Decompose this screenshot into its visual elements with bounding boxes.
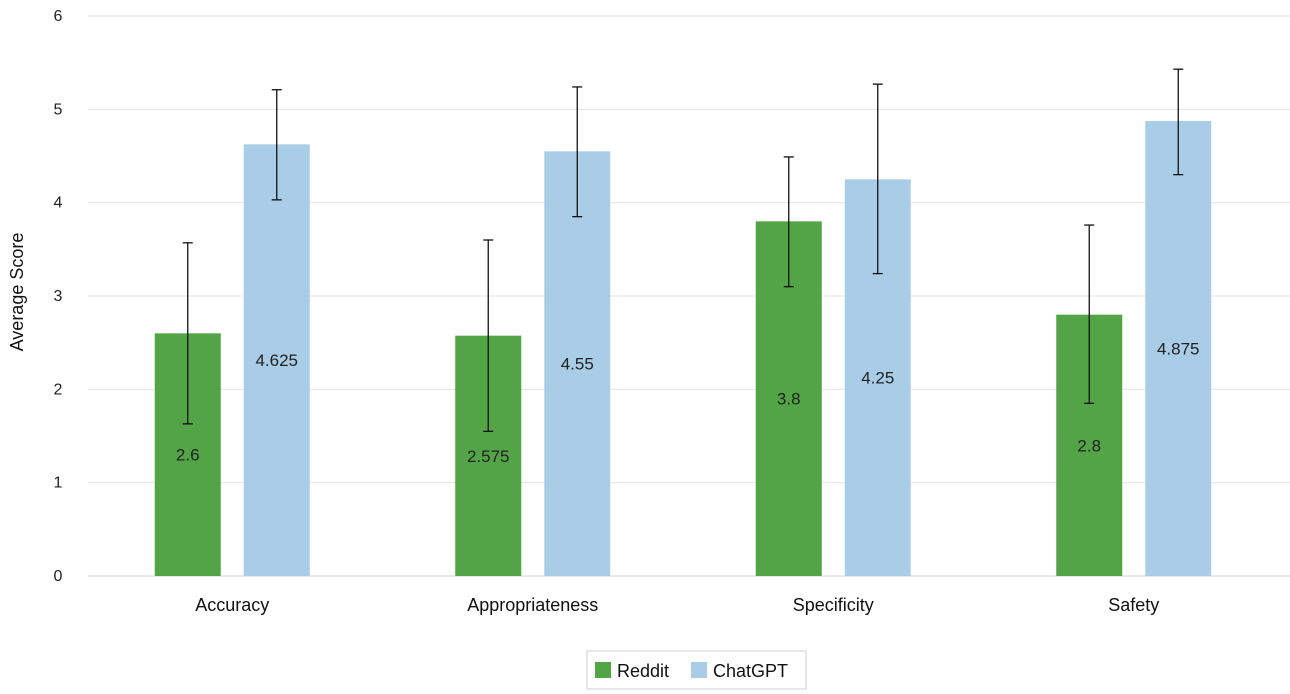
data-label: 4.625 bbox=[255, 351, 298, 370]
category-labels: Accuracy Appropriateness Specificity Safety bbox=[195, 595, 1159, 615]
y-tick-label: 4 bbox=[54, 195, 63, 212]
legend-label-reddit: Reddit bbox=[617, 661, 669, 681]
y-tick-label: 5 bbox=[54, 101, 63, 118]
data-label: 2.8 bbox=[1077, 436, 1101, 455]
y-tick-label: 2 bbox=[54, 381, 63, 398]
bars bbox=[154, 121, 1212, 577]
y-axis-title: Average Score bbox=[7, 233, 27, 352]
category-label: Appropriateness bbox=[467, 595, 598, 615]
legend-label-chatgpt: ChatGPT bbox=[713, 661, 788, 681]
data-labels: 2.6 4.625 2.575 4.55 3.8 4.25 2.8 4.875 bbox=[176, 340, 1200, 466]
data-label: 4.55 bbox=[561, 355, 594, 374]
bar-chatgpt-accuracy bbox=[243, 144, 310, 577]
legend-swatch-reddit bbox=[595, 662, 611, 678]
bar-chatgpt-appropriateness bbox=[544, 151, 611, 577]
bar-chatgpt-safety bbox=[1145, 121, 1212, 576]
y-tick-label: 0 bbox=[54, 568, 63, 585]
legend: Reddit ChatGPT bbox=[586, 650, 807, 690]
data-label: 3.8 bbox=[777, 390, 801, 409]
data-label: 4.875 bbox=[1157, 340, 1200, 359]
legend-swatch-chatgpt bbox=[691, 662, 707, 678]
y-tick-label: 3 bbox=[54, 288, 63, 305]
data-label: 2.6 bbox=[176, 446, 200, 465]
y-tick-label: 6 bbox=[54, 8, 63, 25]
category-label: Accuracy bbox=[195, 595, 269, 615]
category-label: Safety bbox=[1108, 595, 1159, 615]
data-label: 2.575 bbox=[467, 447, 510, 466]
category-label: Specificity bbox=[793, 595, 874, 615]
error-bars bbox=[182, 68, 1184, 432]
data-label: 4.25 bbox=[861, 369, 894, 388]
y-tick-labels: 0 1 2 3 4 5 6 bbox=[54, 8, 63, 585]
y-tick-label: 1 bbox=[54, 475, 63, 492]
